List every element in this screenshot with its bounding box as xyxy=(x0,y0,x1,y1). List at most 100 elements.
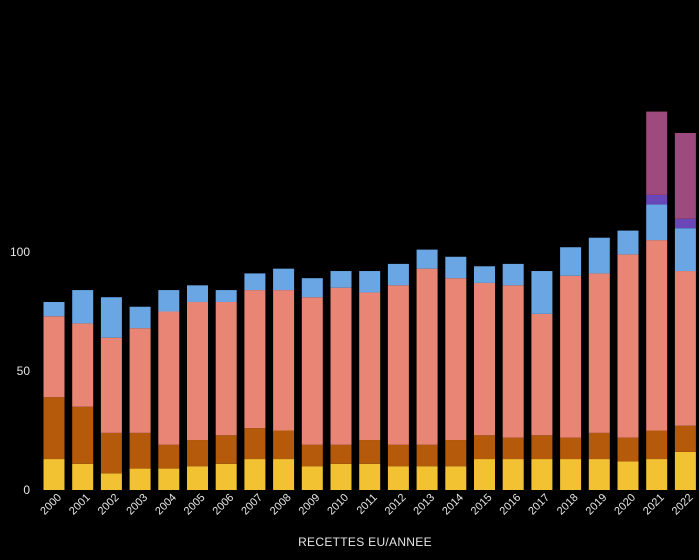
x-tick-label: 2011 xyxy=(355,492,380,517)
bar-segment xyxy=(215,290,237,302)
bar-segment xyxy=(158,468,180,490)
bar-segment xyxy=(502,437,524,460)
bar-segment xyxy=(445,278,467,441)
bar-segment xyxy=(129,468,151,490)
bar-segment xyxy=(72,406,94,464)
bar-segment xyxy=(474,282,495,436)
bar-segment xyxy=(560,437,582,460)
bar-segment xyxy=(330,463,352,490)
x-tick-label: 2004 xyxy=(153,492,179,518)
bar-segment xyxy=(301,444,323,467)
bar-segment xyxy=(158,311,180,445)
bar-segment xyxy=(330,444,352,464)
x-tick-label: 2018 xyxy=(555,492,581,518)
x-tick-label: 2013 xyxy=(411,492,437,518)
x-tick-label: 2007 xyxy=(239,492,265,518)
bar-segment xyxy=(560,247,582,276)
y-axis-ticks: 0 50 100 xyxy=(10,245,30,497)
x-axis-ticks: 2000 2001 2002 2003 2004 2005 2006 2007 2008 2009… xyxy=(38,492,695,518)
bar-segment xyxy=(617,230,639,255)
bar-segment xyxy=(387,444,409,467)
bar-segment xyxy=(416,249,438,269)
bar-segment xyxy=(646,430,668,460)
bar-segment xyxy=(273,290,295,431)
bar-segment xyxy=(129,432,151,469)
bar-segment xyxy=(330,271,352,288)
y-tick-label: 0 xyxy=(23,483,30,497)
bar-segment xyxy=(617,254,639,438)
bar-segment xyxy=(359,271,381,293)
bar-segment xyxy=(674,425,696,452)
bar-segment xyxy=(674,451,696,490)
bar-segment xyxy=(100,432,122,474)
bar-segment xyxy=(72,463,94,490)
bar-segment xyxy=(158,444,180,469)
x-tick-label: 2021 xyxy=(641,492,667,518)
x-tick-label: 2014 xyxy=(440,492,466,518)
bar-segment xyxy=(100,297,122,338)
x-tick-label: 2003 xyxy=(124,492,150,518)
bar-segment xyxy=(43,397,65,460)
bar-segment xyxy=(187,466,208,490)
bar-segment xyxy=(445,440,467,467)
bar-segment xyxy=(445,256,467,279)
bar-segment xyxy=(416,444,438,467)
y-tick-label: 50 xyxy=(17,364,31,378)
bar-segment xyxy=(674,228,696,272)
bar-segment xyxy=(646,240,668,431)
bar-segment xyxy=(244,273,266,291)
bar-segment xyxy=(72,290,94,324)
bar-segment xyxy=(387,285,409,445)
bar-segment xyxy=(646,459,668,490)
bar-segment xyxy=(502,263,524,286)
bar-segment xyxy=(674,133,696,219)
bar-segment xyxy=(301,278,323,298)
x-tick-label: 2008 xyxy=(268,492,294,518)
bar-segment xyxy=(617,437,639,462)
bar-segment xyxy=(100,473,122,490)
x-tick-label: 2019 xyxy=(584,492,610,518)
x-tick-label: 2010 xyxy=(325,492,351,518)
bar-segment xyxy=(502,459,524,490)
bar-segment xyxy=(187,285,208,302)
bar-segment xyxy=(387,466,409,490)
x-tick-label: 2009 xyxy=(297,492,323,518)
bar-segment xyxy=(359,463,381,490)
x-tick-label: 2017 xyxy=(526,492,552,518)
bar-segment xyxy=(359,292,381,441)
bar-segment xyxy=(158,290,180,312)
bar-segment xyxy=(43,301,65,317)
bar-segment xyxy=(43,459,65,490)
bar-segment xyxy=(244,459,266,490)
bar-segment xyxy=(531,313,553,436)
bar-segment xyxy=(416,268,438,445)
bar-segment xyxy=(129,306,151,329)
bar-segment xyxy=(330,287,352,445)
bar-segment xyxy=(244,290,266,429)
bar-segment xyxy=(273,268,295,291)
x-tick-label: 2002 xyxy=(96,492,122,518)
y-tick-label: 100 xyxy=(10,245,30,259)
bar-segment xyxy=(187,440,208,467)
bar-segment xyxy=(531,435,553,460)
bar-segment xyxy=(72,323,94,407)
bar-segment xyxy=(215,435,237,464)
x-tick-label: 2000 xyxy=(38,492,64,518)
bar-segment xyxy=(674,218,696,229)
bar-segment xyxy=(674,271,696,426)
bar-segment xyxy=(301,466,323,490)
bar-segment xyxy=(445,466,467,490)
bars xyxy=(43,111,696,490)
bar-segment xyxy=(560,459,582,490)
x-tick-label: 2006 xyxy=(211,492,237,518)
bar-segment xyxy=(215,301,237,436)
bar-segment xyxy=(273,430,295,460)
bar-segment xyxy=(416,466,438,490)
bar-segment xyxy=(531,459,553,490)
bar-segment xyxy=(646,111,668,195)
x-tick-label: 2016 xyxy=(498,492,524,518)
bar-segment xyxy=(215,463,237,490)
bar-segment xyxy=(387,263,409,286)
x-tick-label: 2001 xyxy=(67,492,93,518)
